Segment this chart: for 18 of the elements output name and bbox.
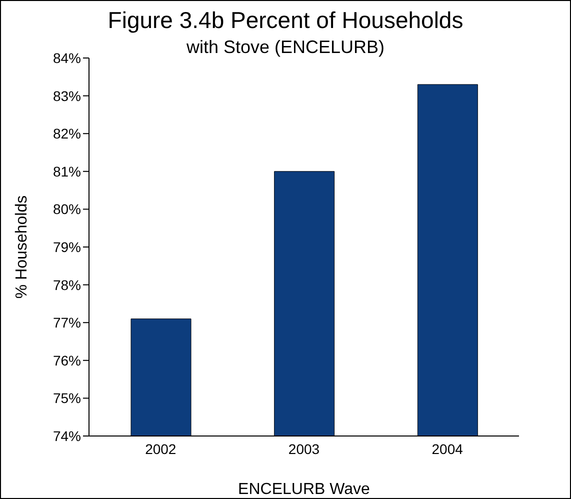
x-axis-title: ENCELURB Wave (238, 481, 370, 498)
chart-subtitle: with Stove (ENCELURB) (186, 37, 385, 57)
y-tick-label: 77% (52, 314, 81, 331)
y-tick-label: 75% (52, 390, 81, 406)
y-tick-label: 79% (52, 238, 81, 255)
y-axis-title: % Households (14, 195, 31, 299)
y-tick-label: 80% (52, 201, 81, 218)
y-tick-label: 81% (52, 163, 81, 180)
y-tick-label: 76% (52, 352, 81, 368)
x-tick-label: 2004 (432, 440, 464, 457)
y-tick-label: 74% (52, 428, 81, 444)
chart-title: Figure 3.4b Percent of Households (106, 7, 464, 34)
y-tick-label: 83% (52, 88, 81, 104)
y-tick-label: 84% (52, 50, 81, 66)
x-tick-label: 2002 (145, 440, 176, 457)
y-tick-label: 78% (52, 276, 81, 293)
x-tick-label: 2003 (288, 440, 320, 457)
y-tick-label: 82% (52, 126, 81, 142)
